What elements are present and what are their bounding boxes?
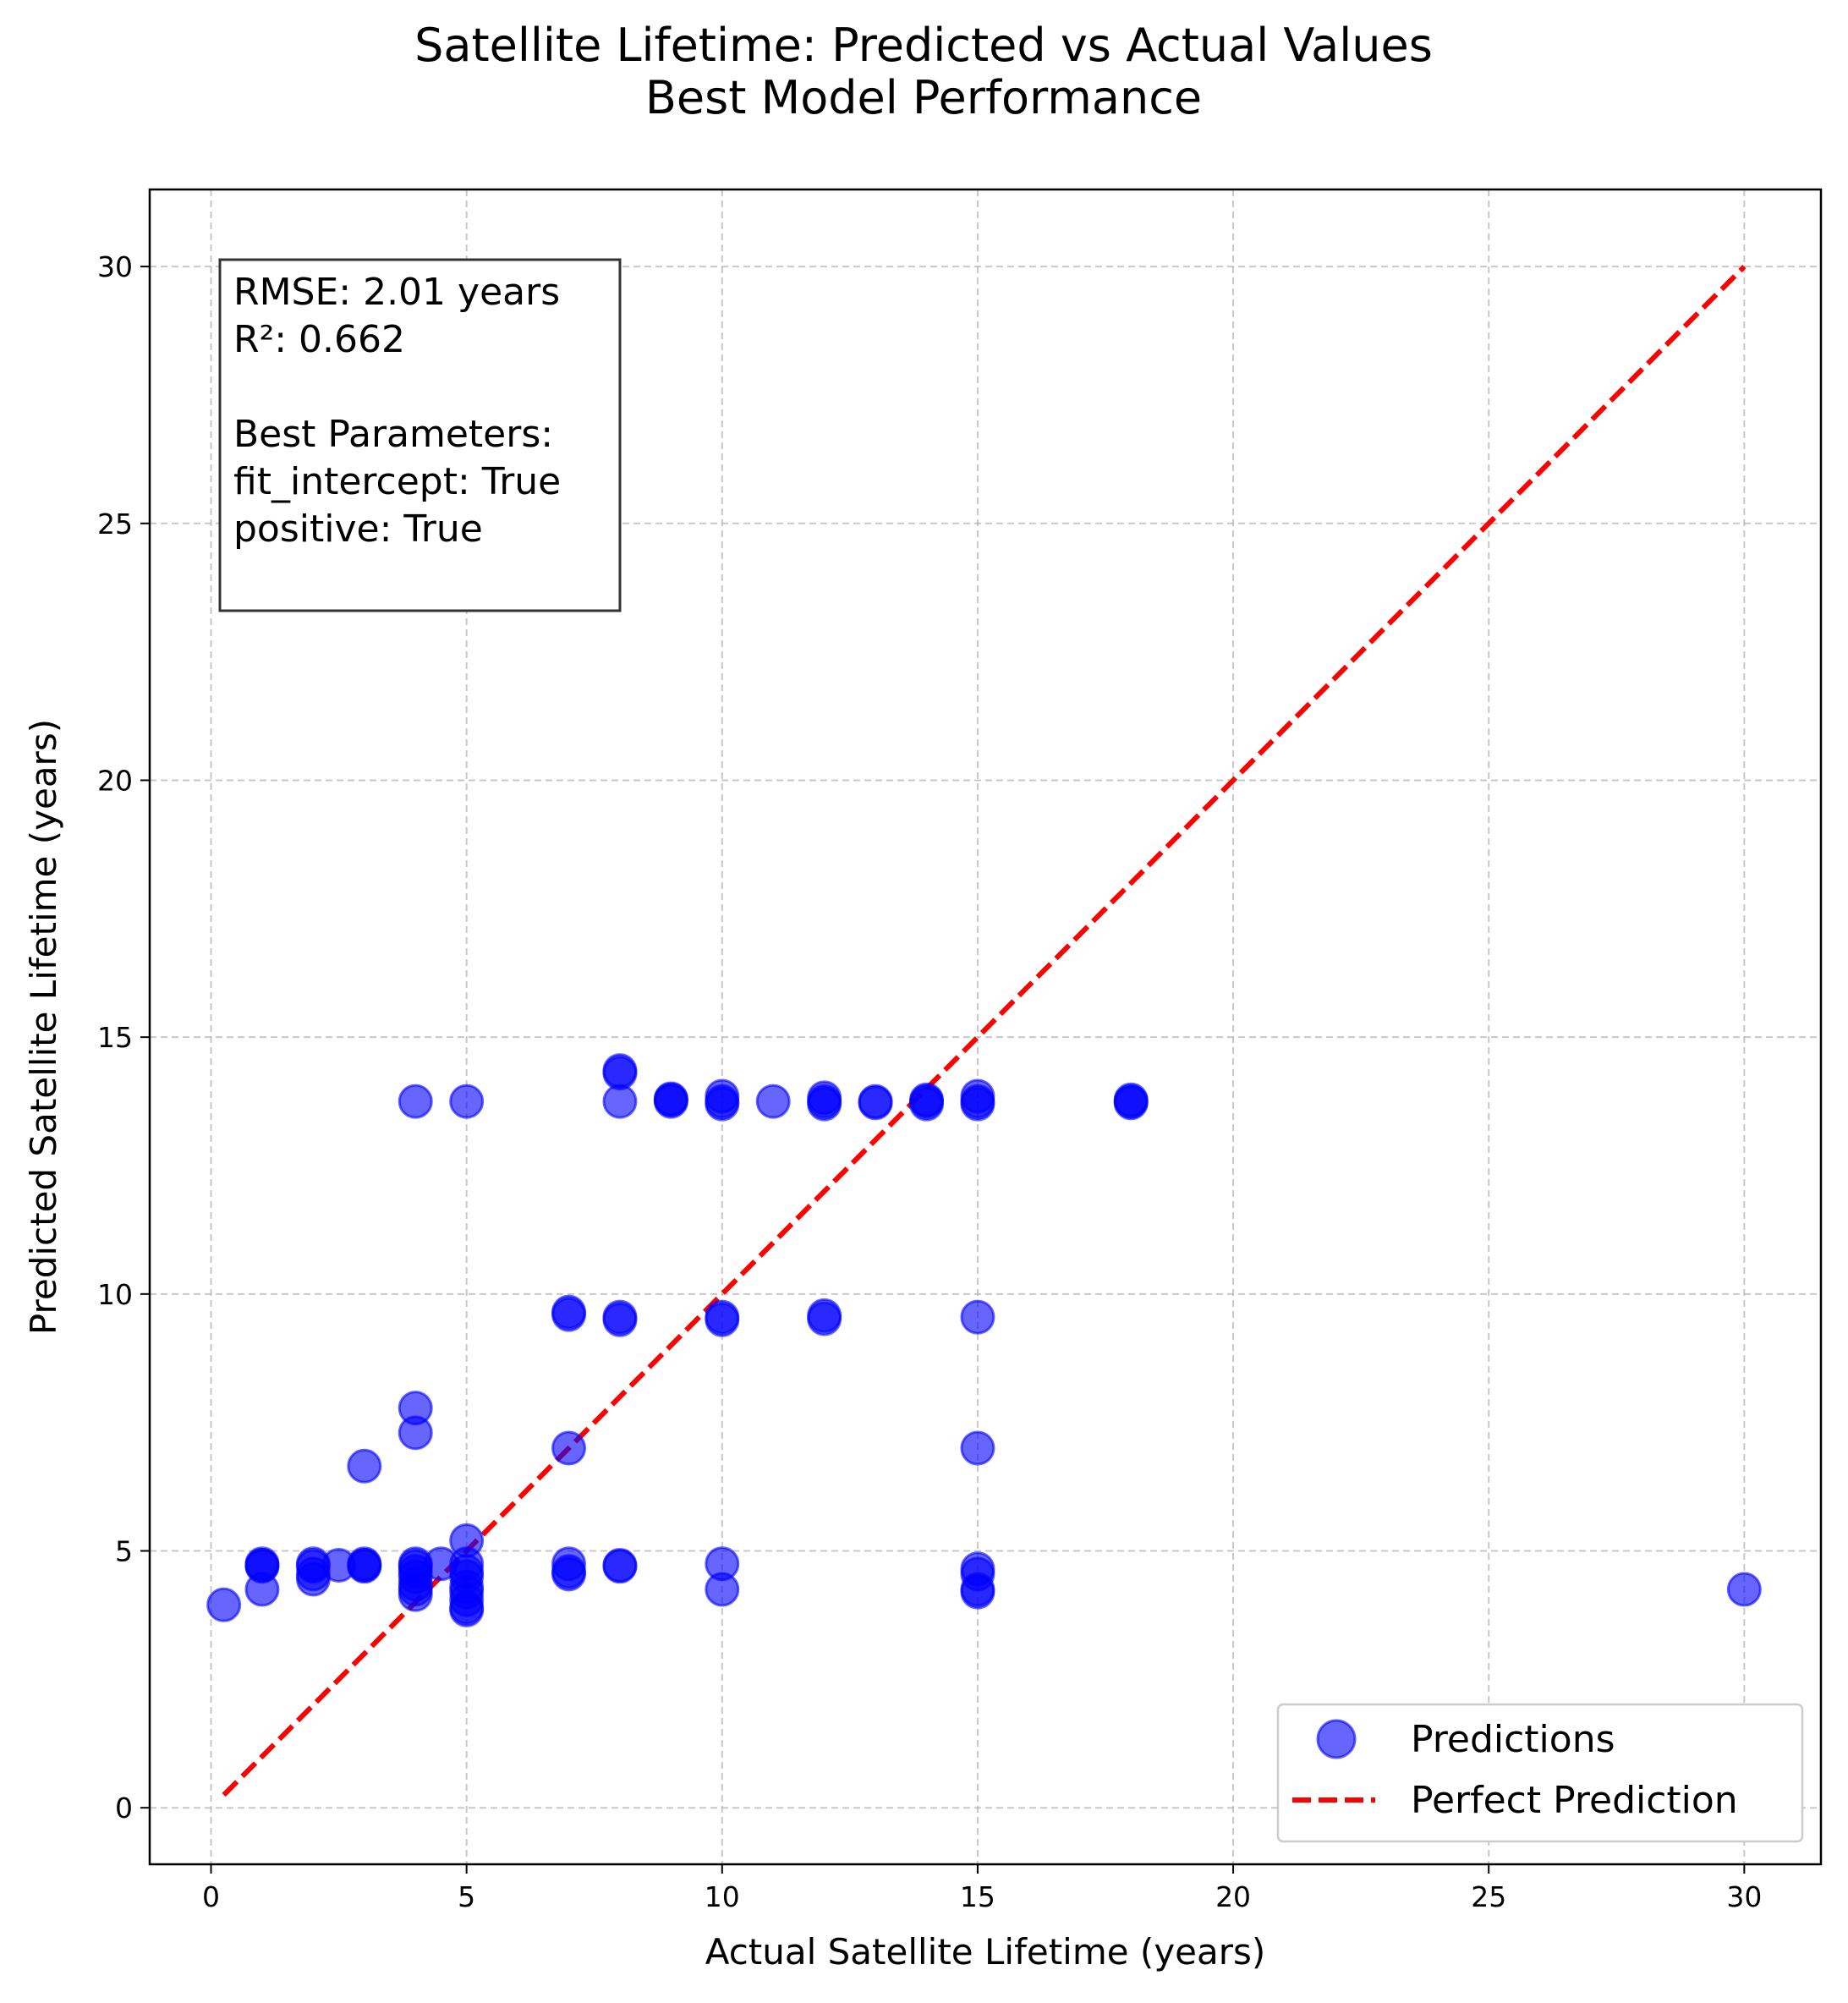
y-tick-label: 30 xyxy=(97,250,133,283)
prediction-point xyxy=(960,1299,995,1335)
y-tick-label: 10 xyxy=(97,1278,133,1311)
chart-title: Satellite Lifetime: Predicted vs Actual … xyxy=(414,19,1433,72)
prediction-point xyxy=(807,1301,842,1336)
plot-frame xyxy=(148,188,1823,1866)
prediction-point xyxy=(602,1302,638,1337)
legend-frame xyxy=(1276,1703,1804,1843)
y-ticks: 0 5 10 15 20 25 30 xyxy=(97,250,150,1825)
grid xyxy=(150,189,1821,1864)
x-tick-label: 25 xyxy=(1471,1880,1506,1913)
prediction-points xyxy=(206,1053,1762,1627)
x-tick-label: 5 xyxy=(458,1880,475,1913)
prediction-point xyxy=(347,1448,382,1484)
legend-predictions-label: Predictions xyxy=(1411,1718,1615,1761)
y-axis-label: Predicted Satellite Lifetime (years) xyxy=(23,719,64,1335)
prediction-point xyxy=(960,1086,995,1122)
legend: Predictions Perfect Prediction xyxy=(1276,1703,1804,1843)
y-tick-label: 5 xyxy=(115,1535,133,1568)
prediction-point xyxy=(960,1574,995,1610)
legend-predictions-marker xyxy=(1316,1719,1357,1759)
prediction-point xyxy=(858,1085,893,1121)
x-tick-label: 0 xyxy=(202,1880,220,1913)
prediction-point xyxy=(909,1082,945,1117)
y-tick-label: 15 xyxy=(97,1021,133,1054)
chart-subtitle: Best Model Performance xyxy=(645,71,1202,124)
prediction-point xyxy=(602,1549,638,1584)
prediction-point xyxy=(206,1587,242,1622)
x-tick-label: 15 xyxy=(960,1880,995,1913)
y-tick-label: 25 xyxy=(97,508,133,541)
prediction-point xyxy=(551,1556,587,1592)
x-tick-label: 20 xyxy=(1215,1880,1251,1913)
legend-perfect-label: Perfect Prediction xyxy=(1411,1779,1738,1822)
stats-box-frame xyxy=(218,258,622,612)
prediction-point xyxy=(705,1572,740,1607)
prediction-point xyxy=(705,1302,740,1337)
stats-params-heading: Best Parameters: xyxy=(233,413,553,456)
stats-positive: positive: True xyxy=(233,508,483,551)
prediction-point xyxy=(449,1084,485,1119)
prediction-point xyxy=(398,1415,433,1451)
prediction-point xyxy=(602,1084,638,1119)
prediction-point xyxy=(1113,1084,1149,1119)
prediction-point xyxy=(551,1430,587,1466)
prediction-point xyxy=(653,1082,688,1117)
x-axis-label: Actual Satellite Lifetime (years) xyxy=(705,1931,1266,1973)
x-tick-label: 10 xyxy=(705,1880,740,1913)
y-tick-label: 20 xyxy=(97,764,133,797)
prediction-point xyxy=(449,1592,485,1627)
stats-box: RMSE: 2.01 years R²: 0.662 Best Paramete… xyxy=(218,258,622,612)
prediction-point xyxy=(807,1086,842,1122)
prediction-point xyxy=(960,1430,995,1466)
prediction-point xyxy=(1726,1572,1762,1607)
x-tick-label: 30 xyxy=(1726,1880,1762,1913)
stats-fit-intercept: fit_intercept: True xyxy=(233,460,561,503)
prediction-point xyxy=(755,1084,791,1119)
x-ticks: 0 5 10 15 20 25 30 xyxy=(202,1864,1762,1913)
stats-rmse: RMSE: 2.01 years xyxy=(233,271,560,314)
prediction-point xyxy=(398,1084,433,1119)
y-tick-label: 0 xyxy=(115,1792,133,1825)
prediction-point xyxy=(705,1086,740,1122)
prediction-point xyxy=(551,1297,587,1332)
stats-r2: R²: 0.662 xyxy=(233,318,405,361)
prediction-point xyxy=(347,1546,382,1582)
prediction-point xyxy=(244,1546,280,1582)
